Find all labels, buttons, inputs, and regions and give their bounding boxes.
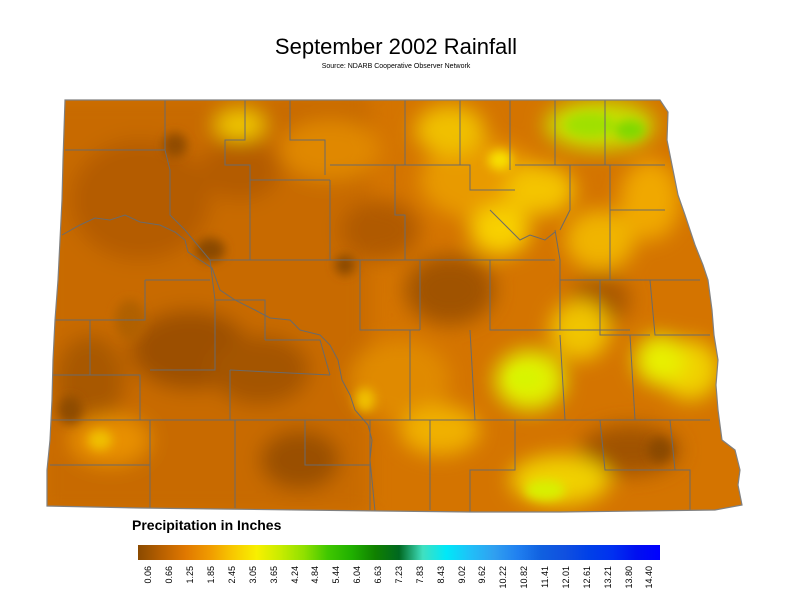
legend-tick-label: 0.06	[138, 566, 159, 606]
legend-tick-label: 1.25	[180, 566, 201, 606]
legend-tick-text: 10.82	[519, 566, 530, 589]
legend-tick-label: 4.24	[284, 566, 305, 606]
legend-tick-label: 3.65	[263, 566, 284, 606]
legend-tick-label: 7.23	[389, 566, 410, 606]
legend-tick-text: 0.06	[143, 566, 154, 584]
legend-tick-text: 14.40	[644, 566, 655, 589]
legend-tick-text: 8.43	[435, 566, 446, 584]
legend-tick-label: 6.63	[368, 566, 389, 606]
legend-tick-text: 3.65	[268, 566, 279, 584]
map-title: September 2002 Rainfall	[274, 34, 518, 59]
legend-tick-label: 12.01	[556, 566, 577, 606]
legend-tick-text: 5.44	[331, 566, 342, 584]
legend-ticks: 0.06 0.66 1.25 1.85 2.45 3.05 3.65 4.24 4.84 5.44…	[138, 566, 660, 606]
legend-tick-label: 8.43	[430, 566, 451, 606]
legend-tick-text: 4.24	[289, 566, 300, 584]
legend-tick-text: 9.62	[477, 566, 488, 584]
legend-tick-text: 6.63	[373, 566, 384, 584]
legend-tick-text: 9.02	[456, 566, 467, 584]
legend-tick-label: 3.05	[242, 566, 263, 606]
legend-tick-label: 10.82	[514, 566, 535, 606]
precip-raster	[47, 100, 742, 512]
legend-tick-text: 11.41	[540, 566, 551, 588]
legend-tick-text: 2.45	[226, 566, 237, 584]
legend-tick-text: 0.66	[164, 566, 175, 584]
county-boundaries	[50, 100, 710, 512]
legend-title: Precipitation in Inches	[132, 517, 282, 533]
legend-tick-text: 7.83	[414, 566, 425, 584]
legend-tick-label: 12.61	[576, 566, 597, 606]
legend-tick-label: 14.40	[639, 566, 660, 606]
legend-tick-text: 13.80	[623, 566, 634, 589]
legend-tick-text: 10.22	[498, 566, 509, 589]
legend-tick-text: 12.61	[581, 566, 592, 589]
legend-tick-label: 13.80	[618, 566, 639, 606]
legend-tick-text: 4.84	[310, 566, 321, 584]
legend-tick-text: 1.85	[206, 566, 217, 584]
legend-tick-text: 13.21	[602, 566, 613, 589]
legend-tick-label: 7.83	[409, 566, 430, 606]
legend-tick-label: 1.85	[201, 566, 222, 606]
legend-tick-text: 1.25	[185, 566, 196, 584]
legend-tick-text: 3.05	[247, 566, 258, 584]
legend-tick-text: 6.04	[352, 566, 363, 584]
state-outline	[46, 99, 743, 513]
legend-tick-text: 7.23	[393, 566, 404, 584]
legend-tick-text: 12.01	[560, 566, 571, 589]
legend-tick-label: 9.02	[451, 566, 472, 606]
legend-tick-label: 0.66	[159, 566, 180, 606]
legend-tick-label: 13.21	[597, 566, 618, 606]
legend-tick-label: 6.04	[347, 566, 368, 606]
legend-tick-label: 11.41	[535, 566, 556, 606]
legend-tick-label: 2.45	[222, 566, 243, 606]
legend-tick-label: 4.84	[305, 566, 326, 606]
map-source: Source: NDARB Cooperative Observer Netwo…	[321, 63, 471, 70]
legend-tick-label: 5.44	[326, 566, 347, 606]
river-boundaries	[61, 209, 556, 512]
legend-color-bar	[138, 545, 660, 560]
legend-tick-label: 10.22	[493, 566, 514, 606]
legend-tick-label: 9.62	[472, 566, 493, 606]
